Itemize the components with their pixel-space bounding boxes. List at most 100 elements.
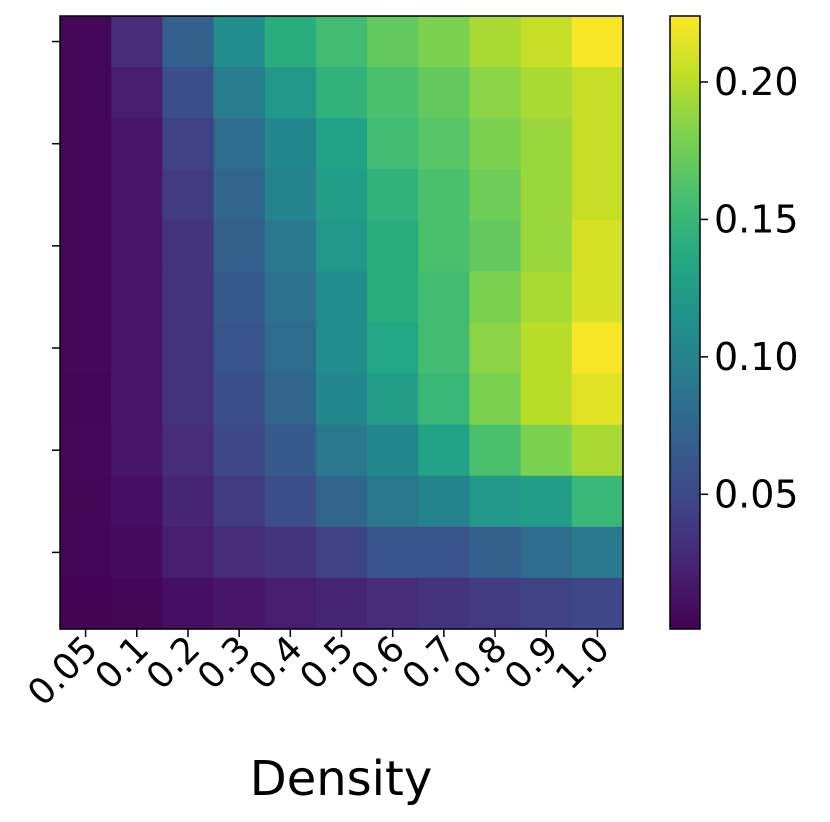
heatmap-cell <box>111 424 163 477</box>
heatmap-cell <box>418 16 471 68</box>
heatmap-cell <box>418 220 471 273</box>
heatmap-cell <box>111 373 163 426</box>
heatmap-cell <box>367 373 419 426</box>
heatmap-cell <box>367 526 419 579</box>
heatmap-cell <box>213 271 266 324</box>
heatmap-cell <box>315 67 368 119</box>
heatmap-cell <box>520 271 573 324</box>
heatmap-cell <box>520 118 573 170</box>
heatmap-cell <box>213 577 266 630</box>
heatmap-cell <box>213 526 266 579</box>
heatmap-cell <box>162 220 215 273</box>
heatmap-cell <box>315 220 368 273</box>
heatmap-cell <box>520 526 573 579</box>
heatmap-cell <box>367 424 419 477</box>
heatmap-cell <box>418 424 471 477</box>
heatmap-cell <box>418 373 471 426</box>
heatmap-cell <box>571 322 624 375</box>
heatmap-cell <box>111 16 163 68</box>
heatmap-cell <box>520 373 573 426</box>
heatmap-cell <box>111 67 163 119</box>
heatmap-cell <box>60 577 112 630</box>
heatmap-cell <box>264 373 317 426</box>
heatmap-cell <box>367 220 419 273</box>
heatmap-cell <box>111 475 163 528</box>
heatmap-cell <box>571 424 624 477</box>
heatmap-cell <box>162 475 215 528</box>
heatmap-cell <box>162 169 215 221</box>
heatmap-cell <box>162 424 215 477</box>
heatmap-cell <box>213 16 266 68</box>
colorbar-ticks: 0.05 0.10 0.15 0.20 <box>700 60 799 516</box>
heatmap-cell <box>213 169 266 221</box>
heatmap-cell <box>520 169 573 221</box>
heatmap-cell <box>264 271 317 324</box>
heatmap-cell <box>469 16 522 68</box>
heatmap-cell <box>60 220 112 273</box>
x-axis-ticks: 0.050.10.20.30.40.50.60.70.80.91.0 <box>20 628 617 714</box>
heatmap-cell <box>60 424 112 477</box>
heatmap-cell <box>367 475 419 528</box>
heatmap-cell <box>469 475 522 528</box>
heatmap-cell <box>264 526 317 579</box>
heatmap-cell <box>315 322 368 375</box>
heatmap-cell <box>213 322 266 375</box>
heatmap-cell <box>418 475 471 528</box>
heatmap-cell <box>264 16 317 68</box>
heatmap-cell <box>60 526 112 579</box>
heatmap-cell <box>469 577 522 630</box>
heatmap-cell <box>213 373 266 426</box>
heatmap-cell <box>520 16 573 68</box>
heatmap-cell <box>469 271 522 324</box>
colorbar-tick-label: 0.10 <box>714 335 799 379</box>
heatmap-cell <box>367 16 419 68</box>
heatmap-cell <box>264 118 317 170</box>
heatmap-cell <box>111 169 163 221</box>
heatmap-cell <box>367 118 419 170</box>
heatmap-cell <box>162 271 215 324</box>
heatmap-cell <box>469 322 522 375</box>
heatmap-cell <box>367 322 419 375</box>
heatmap-cell <box>60 169 112 221</box>
heatmap-cell <box>162 118 215 170</box>
heatmap-cell <box>60 322 112 375</box>
colorbar-tick-label: 0.20 <box>714 60 799 104</box>
colorbar-tick-label: 0.05 <box>714 472 799 516</box>
heatmap-cell <box>162 526 215 579</box>
heatmap-cell <box>571 526 624 579</box>
heatmap-cell <box>469 169 522 221</box>
heatmap-cell <box>418 67 471 119</box>
heatmap-cell <box>571 16 624 68</box>
heatmap-cell <box>60 16 112 68</box>
heatmap-cell <box>264 475 317 528</box>
heatmap-cell <box>571 169 624 221</box>
heatmap-cell <box>264 220 317 273</box>
heatmap-cell <box>367 169 419 221</box>
heatmap-cell <box>111 118 163 170</box>
heatmap-cell <box>418 271 471 324</box>
heatmap-cell <box>469 424 522 477</box>
heatmap-cell <box>315 577 368 630</box>
heatmap-cell <box>520 220 573 273</box>
heatmap-cell <box>60 118 112 170</box>
heatmap-cell <box>264 322 317 375</box>
heatmap-cell <box>315 169 368 221</box>
heatmap-cell <box>571 475 624 528</box>
heatmap-cell <box>315 526 368 579</box>
heatmap-cell <box>469 67 522 119</box>
heatmap-cell <box>111 526 163 579</box>
heatmap-cell <box>111 577 163 630</box>
heatmap-cell <box>264 169 317 221</box>
heatmap-cell <box>469 220 522 273</box>
heatmap-cell <box>418 322 471 375</box>
heatmap-cell <box>111 220 163 273</box>
heatmap-cells <box>60 16 624 630</box>
heatmap-cell <box>60 271 112 324</box>
heatmap-cell <box>60 67 112 119</box>
heatmap-cell <box>111 271 163 324</box>
heatmap-cell <box>571 118 624 170</box>
heatmap-cell <box>571 67 624 119</box>
heatmap-cell <box>469 526 522 579</box>
heatmap-cell <box>213 424 266 477</box>
